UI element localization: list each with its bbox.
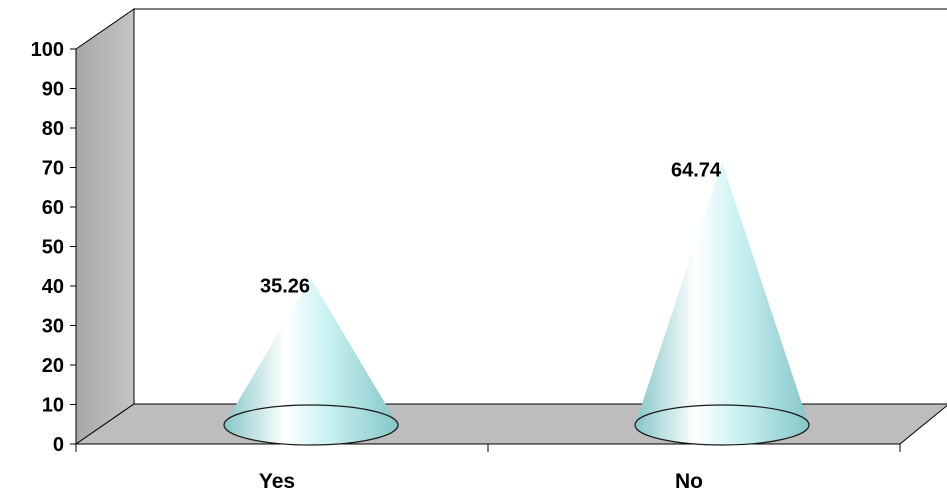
y-tick-label: 70 [42,158,64,180]
cone-base [634,404,810,446]
y-tick-label: 20 [42,355,64,377]
y-tick-label: 90 [42,79,64,101]
y-tick-label: 10 [42,395,64,417]
cone-base [223,404,399,446]
y-tick-label: 80 [42,118,64,140]
cone-no [634,162,810,446]
x-tick-label: No [675,470,703,493]
y-tick-label: 40 [42,276,64,298]
y-tick-label: 50 [42,237,64,259]
y-tick-label: 100 [31,39,64,61]
y-axis-ticks: 0 10 20 30 40 50 60 70 80 90 100 [31,39,76,456]
y-tick-label: 30 [42,316,64,338]
chart-walls [74,8,947,445]
cone-body [635,162,809,446]
data-labels: 35.26 64.74 [260,159,722,297]
cone-body [224,278,398,445]
side-wall [75,8,135,445]
y-tick-label: 0 [53,434,64,456]
cones [223,162,810,446]
back-wall [133,8,947,405]
x-axis: Yes No [75,444,901,493]
cone-yes [223,278,399,446]
x-tick-label: Yes [259,470,295,493]
y-tick-label: 60 [42,197,64,219]
floor [74,403,947,445]
data-label: 64.74 [671,159,722,181]
data-label: 35.26 [260,276,310,298]
